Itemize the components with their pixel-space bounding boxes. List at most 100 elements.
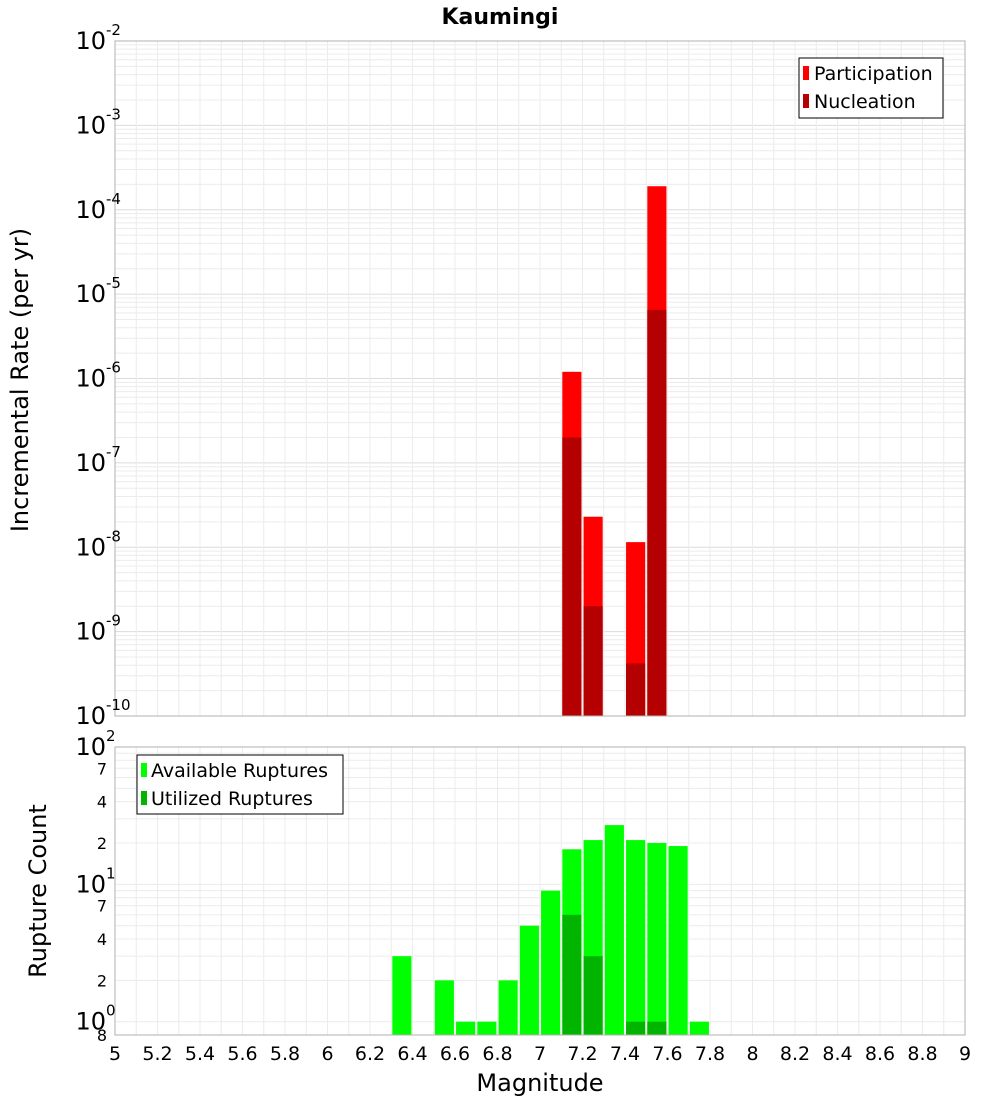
utilized-ruptures-legend-label: Utilized Ruptures [151,788,313,810]
rate-y-tick-labels: 10-210-310-410-510-610-710-810-910-10 [75,21,130,730]
rate-y-tick-base-0: 10 [75,27,106,55]
nucleation-legend-label: Nucleation [814,91,916,113]
available-ruptures-bar-3 [477,1021,497,1035]
rate-bars [562,186,667,716]
available-ruptures-bar-12 [668,846,688,1035]
available-ruptures-bar-13 [689,1021,709,1035]
participation-legend-label: Participation [814,63,933,85]
available-ruptures-bar-6 [541,890,561,1035]
rate-y-tick-exponent-7: -9 [106,612,121,630]
nucleation-bar-3 [647,309,667,716]
available-ruptures-bar-1 [434,980,454,1035]
count-bars [392,825,709,1035]
magnitude-x-tick-label-0: 5 [109,1043,121,1065]
magnitude-x-tick-label-6: 6.2 [355,1043,385,1065]
available-ruptures-bar-9 [604,825,624,1035]
utilized-ruptures-bar-10 [626,1021,646,1035]
magnitude-x-tick-label-1: 5.2 [142,1043,172,1065]
magnitude-x-axis-label: Magnitude [476,1069,603,1097]
available-ruptures-legend-swatch [141,763,147,777]
available-ruptures-bar-0 [392,956,412,1035]
participation-legend-swatch [803,66,809,80]
rate-y-tick-exponent-0: -2 [106,21,121,39]
available-ruptures-bar-2 [456,1021,476,1035]
utilized-ruptures-bar-8 [583,956,603,1035]
rate-plot-border [114,40,966,717]
count-y-tick-label-3: 7 [97,897,107,916]
rate-y-tick-exponent-3: -5 [106,274,121,292]
count-y-tick-label-5: 2 [97,971,107,990]
rate-y-tick-exponent-5: -7 [106,443,121,461]
magnitude-x-tick-label-19: 8.8 [907,1043,937,1065]
rate-y-tick-base-2: 10 [75,196,106,224]
count-y-tick-label-0: 7 [97,759,107,778]
magnitude-x-tick-label-15: 8 [746,1043,758,1065]
rate-y-tick-base-3: 10 [75,280,106,308]
count-y-decade-base-2: 10 [75,1008,106,1036]
magnitude-x-tick-label-14: 7.8 [695,1043,725,1065]
rate-y-tick-base-4: 10 [75,365,106,393]
rate-y-tick-base-7: 10 [75,618,106,646]
available-ruptures-bar-4 [498,980,518,1035]
rate-y-tick-exponent-6: -8 [106,527,121,545]
count-y-tick-label-2: 2 [97,834,107,853]
rate-legend-box [798,57,944,119]
count-y-tick-label-1: 4 [97,793,107,812]
rate-y-tick-exponent-4: -6 [106,359,121,377]
nucleation-legend-swatch [803,94,809,108]
nucleation-bar-0 [562,437,582,716]
magnitude-x-tick-label-4: 5.8 [270,1043,300,1065]
magnitude-x-tick-label-9: 6.8 [482,1043,512,1065]
magnitude-x-tick-label-2: 5.4 [185,1043,215,1065]
chart-title: Kaumingi [442,5,559,30]
count-y-decade-base-1: 10 [75,870,106,898]
magnitude-x-tick-label-5: 6 [321,1043,333,1065]
rate-gridlines [114,41,966,717]
magnitude-x-tick-label-8: 6.6 [440,1043,470,1065]
rate-legend: Participation Nucleation [798,57,944,119]
available-ruptures-bar-10 [626,840,646,1035]
incremental-rate-panel: Kaumingi 10-210-310-410-510-610-710 -810-… [6,5,966,730]
rate-y-tick-base-5: 10 [75,449,106,477]
available-ruptures-bar-5 [519,925,539,1035]
utilized-ruptures-bar-11 [647,1021,667,1035]
magnitude-x-tick-label-11: 7.2 [567,1043,597,1065]
count-y-tick-label-4: 4 [97,930,107,949]
magnitude-x-tick-label-13: 7.6 [652,1043,682,1065]
magnitude-x-tick-label-17: 8.4 [822,1043,852,1065]
available-ruptures-bar-11 [647,843,667,1035]
rate-y-axis-label: Incremental Rate (per yr) [6,228,34,532]
count-y-decade-exponent-0: 2 [106,727,116,745]
rate-y-tick-exponent-8: -10 [106,696,131,714]
count-legend-box [136,754,344,815]
utilized-ruptures-legend-swatch [141,791,147,805]
rate-y-tick-base-8: 10 [75,702,106,730]
count-y-decade-base-0: 10 [75,733,106,761]
rate-y-tick-exponent-1: -3 [106,105,121,123]
magnitude-x-tick-labels: 5 5.2 5.4 5.6 5.8 6 6.2 6.4 6.6 6.8 7 7.2 7.4 7.6 7.8 8… [109,1043,971,1065]
count-y-decade-exponent-2: 0 [106,1002,116,1020]
magnitude-x-tick-label-12: 7.4 [610,1043,640,1065]
available-ruptures-legend-label: Available Ruptures [151,760,328,782]
count-legend: Available Ruptures Utilized Ruptures [136,754,344,815]
magnitude-x-tick-label-20: 9 [959,1043,971,1065]
count-plot-border [114,746,966,1036]
magnitude-x-tick-label-16: 8.2 [780,1043,810,1065]
count-y-tick-label-6: 8 [97,1026,107,1045]
rate-y-tick-base-1: 10 [75,111,106,139]
utilized-ruptures-bar-7 [562,914,582,1035]
count-y-decade-exponent-1: 1 [106,864,116,882]
nucleation-bar-1 [583,606,603,716]
count-y-axis-label: Rupture Count [24,804,52,978]
count-gridlines [114,746,966,1035]
rate-y-tick-exponent-2: -4 [106,190,121,208]
magnitude-x-tick-label-18: 8.6 [865,1043,895,1065]
rate-y-tick-base-6: 10 [75,533,106,561]
magnitude-x-tick-label-10: 7 [534,1043,546,1065]
magnitude-x-tick-label-3: 5.6 [227,1043,257,1065]
magnitude-x-tick-label-7: 6.4 [397,1043,427,1065]
nucleation-bar-2 [626,663,646,716]
